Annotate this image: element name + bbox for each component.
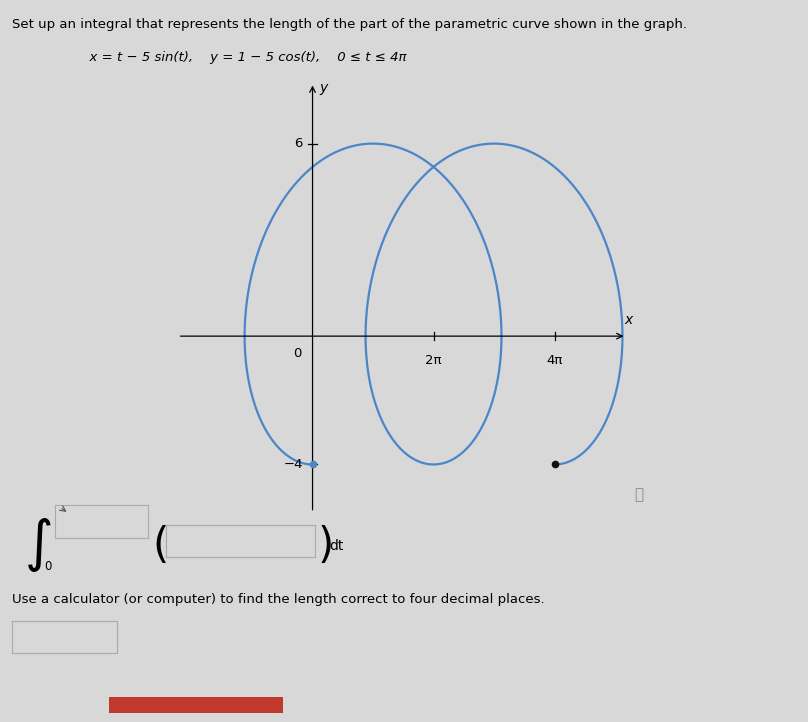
Text: y: y (319, 81, 327, 95)
Text: 2π: 2π (425, 354, 442, 367)
Text: ): ) (318, 525, 334, 567)
Text: 0: 0 (44, 560, 52, 573)
Text: $\int$: $\int$ (24, 516, 52, 574)
Text: 4π: 4π (546, 354, 562, 367)
Text: ⓘ: ⓘ (633, 487, 643, 502)
Text: dt: dt (330, 539, 344, 553)
Text: Set up an integral that represents the length of the part of the parametric curv: Set up an integral that represents the l… (12, 18, 687, 31)
Text: 0: 0 (293, 347, 302, 360)
Text: (: ( (152, 525, 168, 567)
Text: x = t − 5 sin(t),    y = 1 − 5 cos(t),    0 ≤ t ≤ 4π: x = t − 5 sin(t), y = 1 − 5 cos(t), 0 ≤ … (81, 51, 406, 64)
Text: 6: 6 (295, 137, 303, 150)
Text: x: x (625, 313, 633, 326)
Text: Use a calculator (or computer) to find the length correct to four decimal places: Use a calculator (or computer) to find t… (12, 593, 545, 606)
Text: −4: −4 (284, 458, 303, 471)
